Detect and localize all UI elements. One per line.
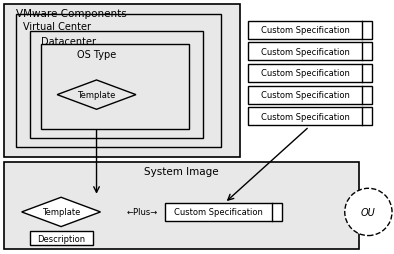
Text: Custom Specification: Custom Specification <box>261 91 350 100</box>
Bar <box>248 86 372 104</box>
Text: System Image: System Image <box>144 166 219 176</box>
Text: Custom Specification: Custom Specification <box>261 69 350 78</box>
Bar <box>248 108 372 126</box>
Text: Custom Specification: Custom Specification <box>261 112 350 121</box>
Text: Description: Description <box>37 234 85 243</box>
Text: Custom Specification: Custom Specification <box>261 47 350 57</box>
Text: Template: Template <box>42 208 80 217</box>
Text: Custom Specification: Custom Specification <box>174 208 263 217</box>
Bar <box>248 65 372 83</box>
Text: VMware Components: VMware Components <box>16 9 126 19</box>
Ellipse shape <box>345 188 392 236</box>
Bar <box>30 32 203 138</box>
Bar <box>30 231 93 245</box>
Bar <box>4 163 359 249</box>
Text: ←Plus→: ←Plus→ <box>127 208 158 217</box>
Text: Datacenter: Datacenter <box>41 37 97 47</box>
Bar <box>248 22 372 39</box>
Bar <box>41 44 189 130</box>
Bar <box>16 15 221 147</box>
Polygon shape <box>57 81 136 110</box>
Polygon shape <box>22 198 100 227</box>
Text: OS Type: OS Type <box>77 50 116 59</box>
Bar <box>248 43 372 61</box>
Text: Custom Specification: Custom Specification <box>261 26 350 35</box>
Text: Virtual Center: Virtual Center <box>23 22 91 31</box>
Text: OU: OU <box>361 207 376 217</box>
Bar <box>4 5 240 157</box>
Text: Template: Template <box>77 91 116 100</box>
Bar <box>165 203 282 221</box>
